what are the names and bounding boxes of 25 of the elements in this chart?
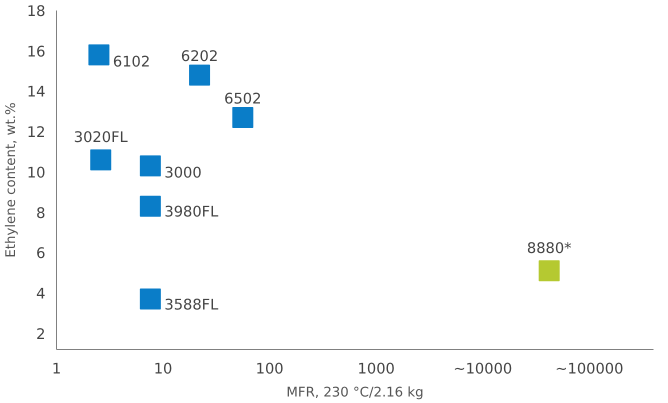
y-tick-label: 10 bbox=[26, 164, 46, 182]
y-tick-label: 16 bbox=[26, 43, 46, 60]
x-tick-label: ~100000 bbox=[555, 360, 624, 378]
x-axis-title: MFR, 230 °C/2.16 kg bbox=[286, 386, 424, 400]
x-tick-label: 1000 bbox=[358, 360, 395, 378]
x-tick-label: 10 bbox=[154, 360, 172, 378]
annotation: 8880* bbox=[526, 240, 572, 257]
annotation: 3980FL bbox=[164, 204, 220, 221]
annotation: 6102 bbox=[112, 53, 150, 70]
y-tick-label: 8 bbox=[36, 204, 46, 222]
annotation: 3020FL bbox=[74, 128, 129, 146]
annotation: 3588FL bbox=[164, 296, 220, 314]
y-tick-label: 18 bbox=[26, 3, 46, 20]
y-tick-label: 2 bbox=[36, 326, 46, 343]
y-axis-title: Ethylene content, wt.% bbox=[4, 102, 19, 258]
annotation: 3000 bbox=[164, 164, 202, 182]
annotation: 6502 bbox=[224, 90, 262, 108]
annotation: 6202 bbox=[180, 48, 218, 66]
x-tick-label: 1 bbox=[52, 360, 62, 378]
y-tick-label: 4 bbox=[36, 286, 46, 302]
y-tick-label: 12 bbox=[26, 124, 46, 142]
x-tick-label: 100 bbox=[256, 360, 284, 378]
x-tick-label: ~10000 bbox=[453, 360, 512, 378]
y-tick-label: 6 bbox=[36, 245, 46, 262]
y-tick-label: 14 bbox=[26, 84, 46, 101]
